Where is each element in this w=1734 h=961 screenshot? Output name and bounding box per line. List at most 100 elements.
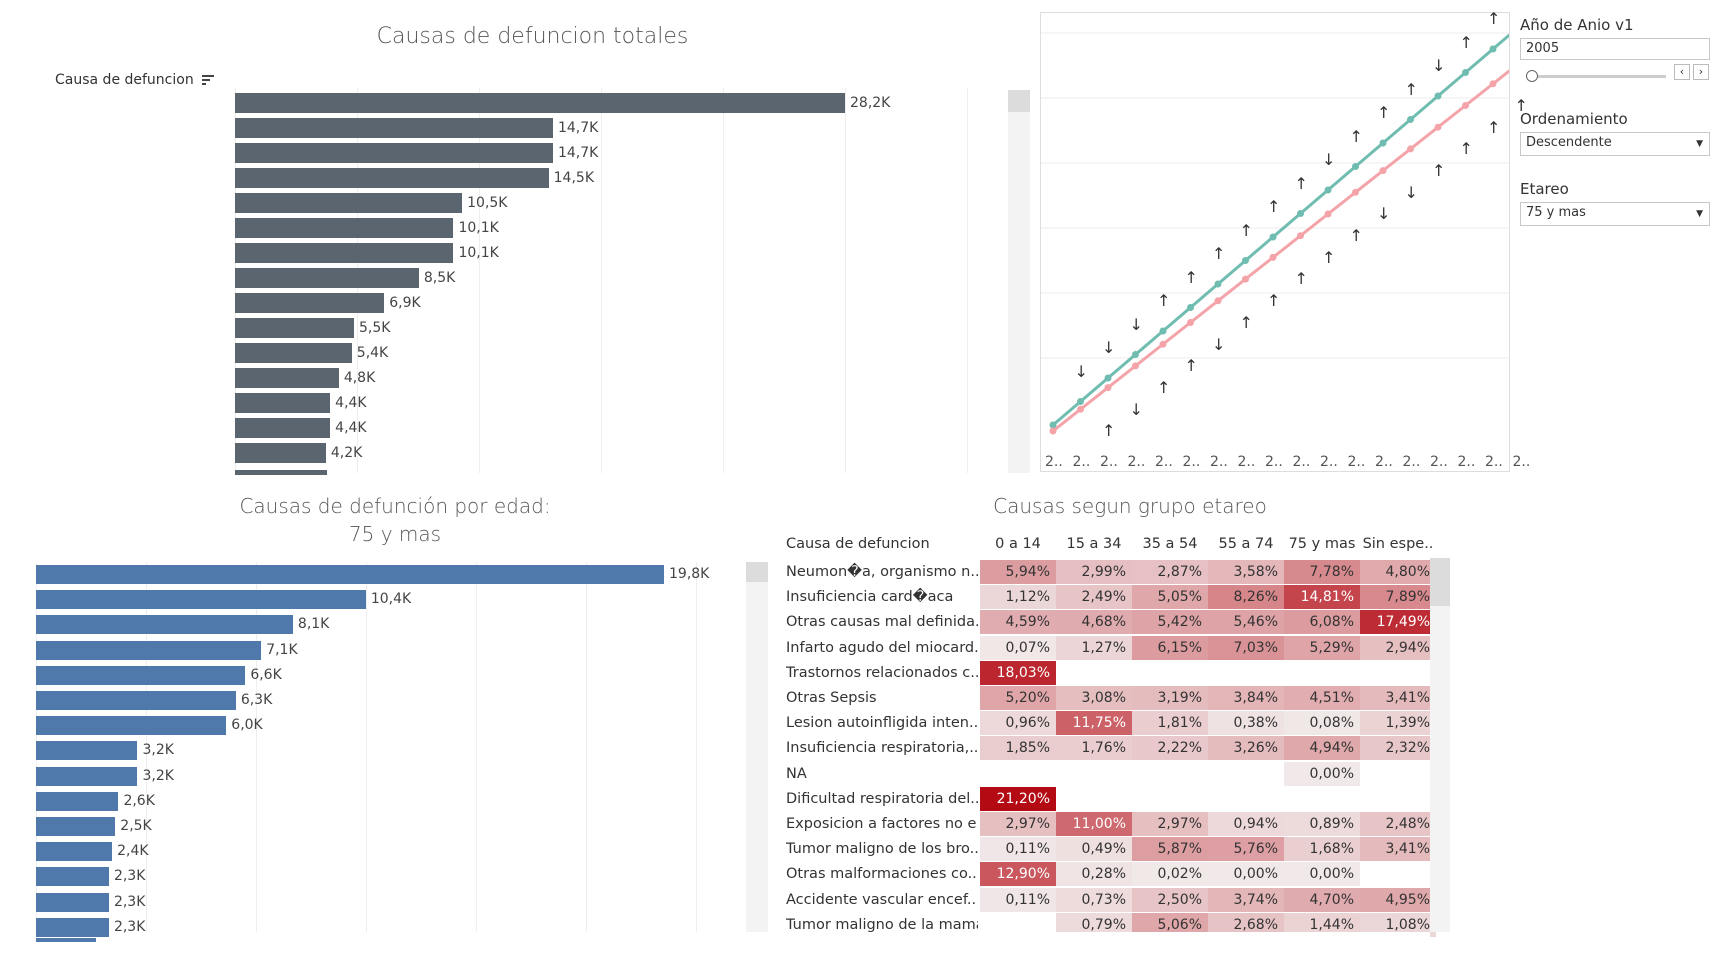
heatmap-cell[interactable]: 0,96% bbox=[980, 711, 1056, 736]
heatmap-cell[interactable]: 3,41% bbox=[1360, 837, 1436, 862]
panel3-bar[interactable] bbox=[36, 590, 366, 610]
heatmap-cell[interactable]: 0,00% bbox=[1284, 862, 1360, 887]
heatmap-cell[interactable]: 2,32% bbox=[1360, 736, 1436, 761]
heatmap-cell[interactable]: 0,00% bbox=[1284, 761, 1360, 786]
heatmap-cell[interactable]: 2,22% bbox=[1132, 736, 1208, 761]
panel1-scrollbar-thumb[interactable] bbox=[1008, 90, 1030, 112]
heatmap-cell[interactable]: 0,08% bbox=[1284, 711, 1360, 736]
heatmap-row-label[interactable]: Accidente vascular encef.. bbox=[786, 891, 977, 908]
heatmap-row-label[interactable]: Infarto agudo del miocard.. bbox=[786, 639, 978, 656]
age-select[interactable]: 75 y mas ▼ bbox=[1520, 202, 1710, 226]
heatmap-cell[interactable]: 14,81% bbox=[1284, 585, 1360, 610]
heatmap-cell[interactable]: 2,99% bbox=[1056, 560, 1132, 584]
heatmap-row-label[interactable]: Lesion autoinfligida inten.. bbox=[786, 715, 978, 732]
heatmap-cell[interactable]: 12,90% bbox=[980, 862, 1056, 887]
heatmap-cell[interactable]: 0,02% bbox=[1132, 862, 1208, 887]
heatmap-row-label[interactable]: Neumon�a, organismo n.. bbox=[786, 564, 978, 580]
heatmap-cell[interactable]: 6,08% bbox=[1284, 610, 1360, 635]
heatmap-cell[interactable]: 1,76% bbox=[1056, 736, 1132, 761]
panel1-axis-header[interactable]: Causa de defuncion bbox=[55, 72, 215, 88]
heatmap-cell[interactable]: 8,26% bbox=[1208, 585, 1284, 610]
panel4-scrollbar-thumb[interactable] bbox=[1430, 558, 1450, 606]
heatmap-cell[interactable]: 3,58% bbox=[1208, 560, 1284, 584]
panel1-bar[interactable] bbox=[235, 118, 553, 138]
panel1-bar[interactable] bbox=[235, 93, 845, 113]
panel3-scrollbar[interactable] bbox=[746, 562, 768, 932]
heatmap-row-label[interactable]: Tumor maligno de la mama bbox=[786, 916, 978, 933]
panel1-bar[interactable] bbox=[235, 193, 463, 213]
order-select[interactable]: Descendente ▼ bbox=[1520, 132, 1710, 156]
heatmap-cell[interactable]: 0,94% bbox=[1208, 812, 1284, 836]
heatmap-cell[interactable]: 4,94% bbox=[1284, 736, 1360, 761]
panel3-bar[interactable] bbox=[36, 565, 664, 584]
panel1-bar[interactable] bbox=[235, 443, 326, 463]
heatmap-cell[interactable]: 0,28% bbox=[1056, 862, 1132, 887]
heatmap-cell[interactable]: 5,94% bbox=[980, 560, 1056, 584]
heatmap-cell[interactable]: 4,70% bbox=[1284, 887, 1360, 912]
panel1-bar[interactable] bbox=[235, 168, 549, 188]
heatmap-cell[interactable]: 18,03% bbox=[980, 660, 1056, 685]
heatmap-cell[interactable]: 7,03% bbox=[1208, 635, 1284, 660]
panel3-bar[interactable] bbox=[36, 867, 109, 887]
heatmap-cell[interactable]: 2,50% bbox=[1132, 887, 1208, 912]
panel1-bar[interactable] bbox=[235, 243, 454, 263]
heatmap-cell[interactable]: 3,08% bbox=[1056, 686, 1132, 710]
heatmap-cell[interactable]: 0,73% bbox=[1056, 887, 1132, 912]
heatmap-cell[interactable]: 0,11% bbox=[980, 887, 1056, 912]
heatmap-cell[interactable]: 1,39% bbox=[1360, 711, 1436, 736]
heatmap-row-label[interactable]: Tumor maligno de los bro.. bbox=[786, 841, 978, 858]
heatmap-column-header[interactable]: 75 y mas bbox=[1288, 536, 1356, 552]
panel3-bar[interactable] bbox=[36, 842, 113, 862]
panel3-bar[interactable] bbox=[36, 817, 116, 836]
heatmap-cell[interactable]: 5,42% bbox=[1132, 610, 1208, 635]
panel3-bar[interactable] bbox=[36, 917, 109, 937]
panel1-partial-bar[interactable] bbox=[235, 470, 327, 475]
heatmap-cell[interactable]: 5,46% bbox=[1208, 610, 1284, 635]
heatmap-row-label[interactable]: Otras causas mal definida.. bbox=[786, 614, 978, 631]
panel3-bar[interactable] bbox=[36, 615, 293, 635]
heatmap-cell[interactable]: 1,68% bbox=[1284, 837, 1360, 862]
panel1-scrollbar[interactable] bbox=[1008, 90, 1030, 473]
heatmap-cell[interactable]: 17,49% bbox=[1360, 610, 1436, 635]
heatmap-cell[interactable]: 0,11% bbox=[980, 837, 1056, 862]
heatmap-cell[interactable]: 6,15% bbox=[1132, 635, 1208, 660]
heatmap-cell[interactable]: 2,48% bbox=[1360, 812, 1436, 836]
heatmap-row-label[interactable]: Exposicion a factores no e.. bbox=[786, 816, 978, 832]
heatmap-cell[interactable]: 11,00% bbox=[1056, 812, 1132, 836]
heatmap-cell[interactable]: 3,74% bbox=[1208, 887, 1284, 912]
panel1-bar[interactable] bbox=[235, 143, 553, 163]
slider-thumb[interactable] bbox=[1526, 70, 1538, 82]
heatmap-cell[interactable]: 2,87% bbox=[1132, 560, 1208, 584]
heatmap-cell[interactable]: 5,87% bbox=[1132, 837, 1208, 862]
heatmap-cell[interactable]: 3,26% bbox=[1208, 736, 1284, 761]
heatmap-column-header[interactable]: 55 a 74 bbox=[1218, 536, 1274, 552]
heatmap-cell[interactable]: 0,89% bbox=[1284, 812, 1360, 836]
heatmap-cell[interactable]: 3,19% bbox=[1132, 686, 1208, 710]
heatmap-row-label[interactable]: NA bbox=[786, 765, 807, 782]
panel4-scrollbar[interactable] bbox=[1430, 558, 1450, 932]
panel1-bar[interactable] bbox=[235, 293, 385, 313]
line-chart-svg[interactable] bbox=[1041, 13, 1509, 443]
heatmap-column-header[interactable]: 35 a 54 bbox=[1142, 536, 1198, 552]
panel1-bar[interactable] bbox=[235, 393, 331, 413]
panel3-bar[interactable] bbox=[36, 741, 138, 761]
heatmap-cell[interactable]: 11,75% bbox=[1056, 711, 1132, 736]
heatmap-column-header[interactable]: Sin espe.. bbox=[1362, 536, 1434, 552]
heatmap-cell[interactable]: 0,49% bbox=[1056, 837, 1132, 862]
heatmap-cell[interactable]: 4,80% bbox=[1360, 560, 1436, 584]
heatmap-row-label[interactable]: Insuficiencia respiratoria,.. bbox=[786, 740, 978, 757]
panel1-bar[interactable] bbox=[235, 218, 454, 238]
heatmap-cell[interactable]: 2,97% bbox=[980, 812, 1056, 836]
heatmap-cell[interactable]: 2,94% bbox=[1360, 635, 1436, 660]
panel3-scrollbar-thumb[interactable] bbox=[746, 562, 768, 582]
panel3-bar[interactable] bbox=[36, 716, 227, 736]
heatmap-cell[interactable]: 2,49% bbox=[1056, 585, 1132, 610]
panel3-partial-bar[interactable] bbox=[36, 938, 96, 942]
panel1-bar[interactable] bbox=[235, 318, 354, 338]
heatmap-row-label[interactable]: Otras malformaciones co.. bbox=[786, 866, 977, 883]
heatmap-cell[interactable]: 4,68% bbox=[1056, 610, 1132, 635]
heatmap-row-label[interactable]: Otras Sepsis bbox=[786, 690, 877, 706]
heatmap-cell[interactable]: 1,81% bbox=[1132, 711, 1208, 736]
heatmap-cell[interactable]: 3,84% bbox=[1208, 686, 1284, 710]
heatmap-cell[interactable]: 5,20% bbox=[980, 686, 1056, 710]
